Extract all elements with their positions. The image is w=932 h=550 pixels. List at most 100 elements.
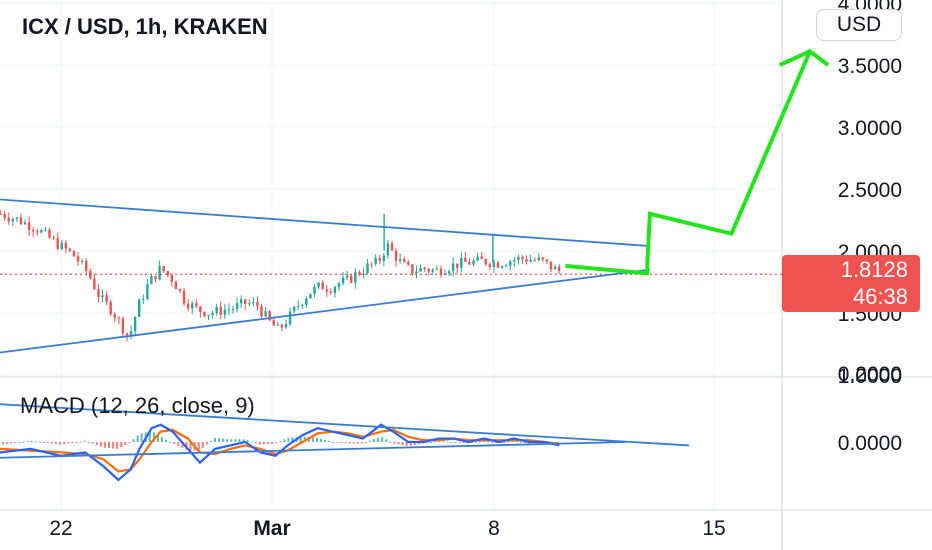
- macd-histogram-bar: [132, 439, 135, 442]
- candle-body: [545, 259, 549, 262]
- macd-histogram-bar: [2, 442, 5, 445]
- candle-body: [195, 303, 198, 307]
- candle-body: [142, 298, 145, 300]
- currency-badge[interactable]: USD: [816, 9, 902, 41]
- candle-body: [415, 271, 418, 274]
- candle-body: [533, 259, 536, 261]
- macd-histogram-bar: [303, 436, 306, 442]
- macd-histogram-bar: [169, 441, 172, 443]
- macd-histogram-bar: [519, 441, 522, 443]
- macd-histogram-bar: [491, 442, 494, 443]
- candle-body: [199, 306, 202, 312]
- macd-histogram-bar: [112, 442, 115, 449]
- macd-histogram-bar: [470, 442, 473, 443]
- macd-histogram-bar: [87, 441, 90, 443]
- candle-body: [460, 257, 463, 268]
- candle-body: [244, 299, 247, 304]
- candle-body: [439, 268, 443, 275]
- candle-body: [11, 218, 15, 222]
- macd-histogram-bar: [14, 442, 17, 443]
- price-tick-label: 3.0000: [838, 117, 902, 140]
- price-tick-label: 2.5000: [838, 179, 902, 202]
- macd-histogram-bar: [10, 442, 13, 444]
- candle-body: [427, 269, 430, 272]
- macd-histogram-bar: [201, 442, 204, 448]
- macd-histogram-bar: [438, 440, 441, 442]
- macd-histogram-bar: [315, 437, 318, 442]
- macd-histogram-bar: [523, 442, 526, 443]
- macd-histogram-bar: [55, 442, 58, 445]
- macd-histogram-bar: [71, 442, 74, 443]
- candle-body: [0, 213, 2, 215]
- macd-histogram-bar: [165, 439, 168, 442]
- candle-body: [354, 272, 357, 283]
- macd-histogram-bar: [189, 442, 192, 451]
- candle-body: [549, 261, 553, 270]
- macd-histogram-bar: [79, 441, 82, 443]
- candle-body: [203, 311, 206, 317]
- macd-histogram-bar: [136, 435, 139, 442]
- candle-body: [138, 299, 141, 317]
- time-tick-label: 8: [488, 517, 500, 540]
- candle-body: [496, 262, 500, 268]
- candle-body: [509, 261, 512, 266]
- candle-body: [451, 263, 455, 272]
- time-tick-label: 15: [702, 517, 725, 540]
- candle-body: [476, 256, 479, 261]
- macd-histogram-bar: [262, 442, 265, 445]
- macd-histogram-bar: [377, 437, 380, 442]
- candle-body: [374, 257, 377, 264]
- macd-histogram-bar: [91, 442, 94, 444]
- candle-body: [468, 262, 471, 265]
- candle-body: [40, 230, 43, 233]
- candle-countdown: 46:38: [852, 284, 908, 309]
- macd-histogram-bar: [283, 439, 286, 442]
- candle-body: [7, 218, 10, 222]
- candle-body: [68, 248, 72, 251]
- candle-body: [80, 260, 84, 262]
- candle-body: [252, 301, 255, 304]
- candle-body: [146, 284, 149, 299]
- macd-histogram-bar: [83, 440, 86, 442]
- macd-histogram-bar: [181, 442, 184, 448]
- macd-histogram-bar: [328, 441, 331, 443]
- macd-histogram-bar: [356, 442, 359, 444]
- candle-body: [329, 291, 333, 293]
- macd-histogram-bar: [161, 437, 164, 442]
- macd-indicator-label[interactable]: MACD (12, 26, close, 9): [20, 393, 255, 418]
- macd-histogram-bar: [299, 436, 302, 442]
- macd-histogram-bar: [152, 432, 155, 442]
- candle-body: [513, 260, 516, 262]
- candle-body: [248, 303, 251, 305]
- macd-histogram-bar: [352, 442, 355, 444]
- candle-body: [121, 318, 125, 334]
- candle-body: [345, 275, 349, 278]
- candle-body: [231, 309, 235, 311]
- candle-body: [419, 267, 422, 272]
- candle-body: [235, 303, 239, 310]
- candle-body: [260, 306, 263, 317]
- macd-histogram-bar: [103, 442, 106, 448]
- candle-body: [182, 290, 186, 304]
- candle-body: [407, 261, 410, 265]
- candle-body: [321, 282, 324, 290]
- candle-body: [280, 324, 284, 328]
- candle-body: [64, 242, 68, 249]
- candle-body: [553, 266, 557, 270]
- candle-body: [435, 268, 439, 270]
- macd-tick-label: 0.2000: [838, 363, 902, 386]
- candle-body: [504, 265, 508, 267]
- macd-histogram-bar: [430, 441, 433, 443]
- macd-histogram-bar: [238, 439, 241, 442]
- candle-body: [443, 273, 447, 275]
- candle-body: [488, 264, 492, 268]
- candle-body: [174, 281, 178, 290]
- macd-histogram-bar: [140, 433, 143, 442]
- projection-arrowhead: [778, 49, 811, 67]
- macd-histogram-bar: [417, 442, 420, 445]
- last-price-tag: 1.8128 46:38: [782, 255, 920, 312]
- macd-histogram-bar: [99, 442, 102, 447]
- candle-body: [341, 277, 345, 284]
- candle-body: [288, 311, 292, 325]
- macd-histogram-bar: [42, 442, 45, 443]
